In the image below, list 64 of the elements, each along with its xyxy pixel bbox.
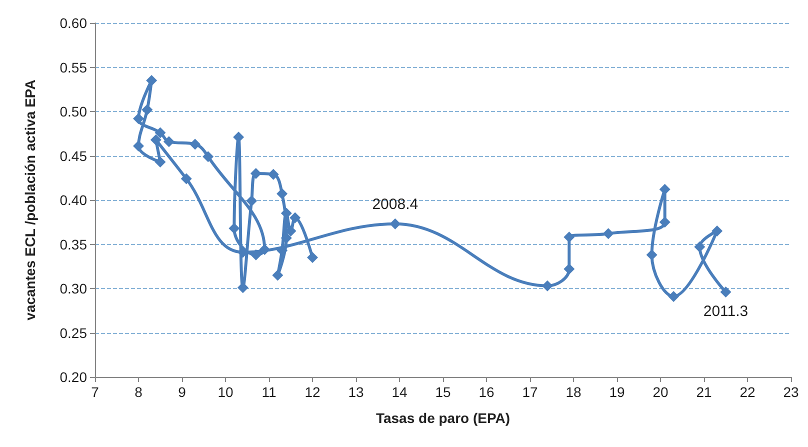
point [142, 104, 153, 116]
x-tick-label: 10 [218, 384, 234, 400]
point [390, 218, 401, 230]
x-tick-label: 13 [348, 384, 364, 400]
point [694, 241, 706, 252]
x-tick-label: 17 [522, 384, 538, 400]
point [202, 151, 214, 162]
point [668, 290, 680, 302]
point [268, 168, 279, 180]
point [564, 232, 575, 243]
point [228, 222, 240, 234]
point [659, 216, 670, 228]
y-tick-label: 0.30 [60, 280, 88, 296]
point [280, 232, 292, 244]
point [542, 280, 553, 292]
y-tick-label: 0.55 [60, 59, 88, 76]
x-tick-label: 11 [262, 384, 276, 400]
x-tick-label: 12 [304, 384, 320, 400]
point [564, 264, 575, 275]
point [190, 138, 201, 150]
y-tick-label: 0.25 [60, 324, 88, 341]
point [154, 156, 166, 168]
point [290, 212, 301, 224]
x-tick-label: 14 [392, 384, 408, 400]
y-tick-label: 0.20 [60, 369, 88, 385]
point [712, 225, 723, 236]
x-tick-label: 20 [652, 384, 668, 400]
annotation: 2011.3 [703, 303, 748, 320]
y-tick-label: 0.45 [60, 148, 88, 164]
y-tick-label: 0.40 [60, 192, 88, 208]
point [133, 140, 144, 152]
point [154, 127, 166, 138]
point [250, 168, 262, 179]
y-tick-label: 0.35 [60, 236, 88, 252]
point [163, 136, 174, 148]
point [150, 134, 162, 146]
point [720, 286, 732, 298]
x-tick-label: 22 [740, 384, 756, 400]
point [250, 249, 262, 260]
x-tick-label: 16 [478, 384, 494, 400]
annotation: 2008.4 [372, 196, 418, 213]
point [272, 270, 284, 281]
x-axis-title: Tasas de paro (EPA) [376, 410, 510, 426]
x-tick-label: 15 [435, 384, 451, 400]
point [246, 195, 258, 206]
x-tick-label: 18 [566, 384, 582, 400]
point [602, 228, 614, 240]
point [659, 184, 670, 195]
x-tick-label: 9 [178, 384, 186, 400]
x-tick-label: 8 [134, 384, 143, 400]
x-tick-label: 23 [783, 384, 799, 400]
point [133, 113, 144, 124]
y-tick-label: 0.60 [60, 15, 88, 31]
point [146, 75, 158, 86]
y-tick-label: 0.50 [60, 104, 88, 120]
y-axis-title: vacantes ECL /población activa EPA [22, 80, 38, 320]
point [646, 249, 658, 260]
x-tick-label: 21 [696, 384, 712, 400]
point [307, 252, 318, 264]
point [276, 188, 288, 200]
x-tick-label: 7 [91, 384, 100, 400]
x-tick-label: 19 [609, 384, 625, 400]
point [259, 244, 270, 256]
point [180, 173, 192, 184]
